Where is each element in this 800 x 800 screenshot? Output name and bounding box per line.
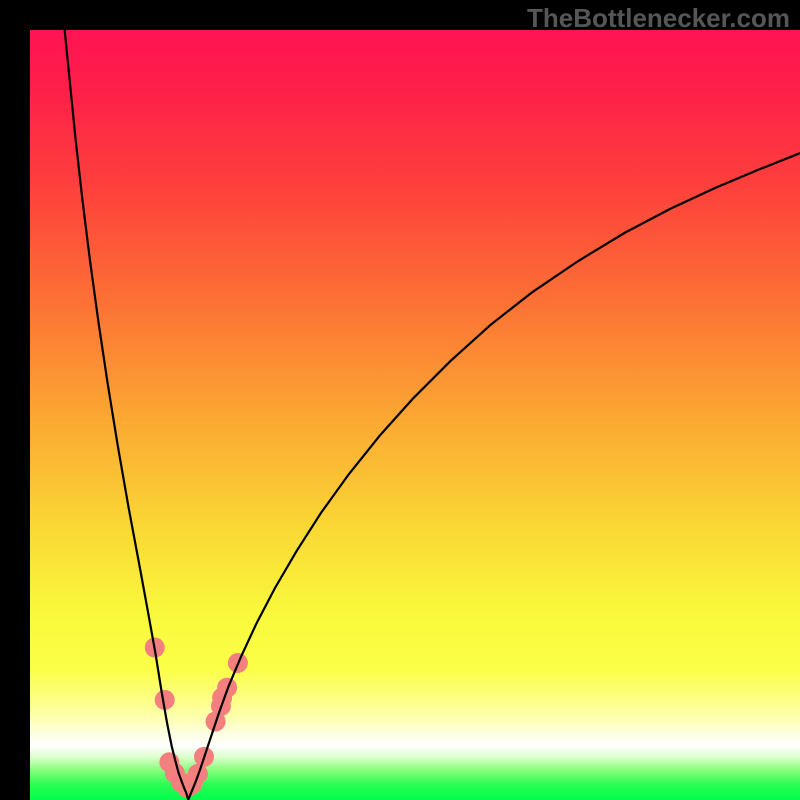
plot-svg bbox=[30, 30, 800, 800]
watermark-text: TheBottlenecker.com bbox=[527, 3, 790, 34]
plot-area bbox=[30, 30, 800, 800]
canvas: TheBottlenecker.com bbox=[0, 0, 800, 800]
gradient-background bbox=[30, 30, 800, 800]
